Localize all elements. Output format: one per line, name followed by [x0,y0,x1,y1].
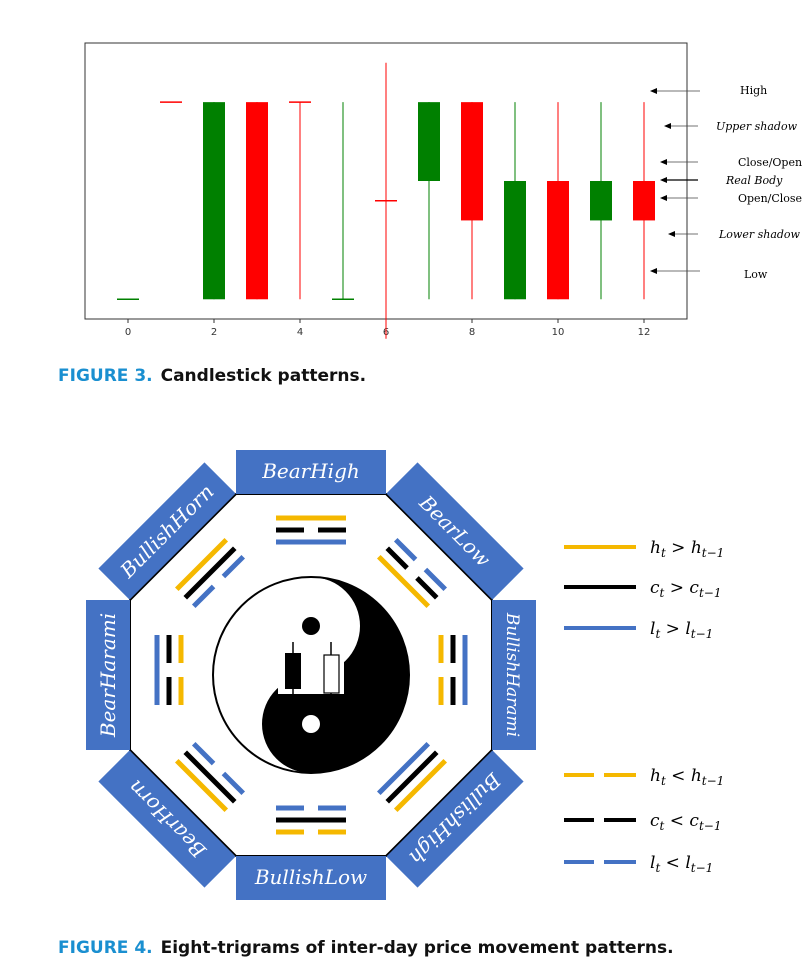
trigram-bar [183,546,237,600]
candle [375,62,397,339]
candle [332,102,354,301]
trigram-top-left [174,537,246,609]
svg-text:ct < ct−1: ct < ct−1 [650,811,721,833]
svg-text:Real Body: Real Body [725,174,783,187]
candle [504,102,526,300]
legend-item: ht > ht−1 [564,538,724,560]
x-tick-label: 10 [552,327,565,338]
trigram-bar [191,584,216,609]
trigram-bar [385,546,409,570]
x-tick-label: 8 [469,327,475,338]
trigram-bar [183,750,237,804]
trigram-bar [385,750,439,804]
annotation-upper-shadow: Upper shadow [664,120,798,133]
center-candle-white [323,642,340,700]
svg-text:High: High [740,84,767,97]
yin-yang-icon [212,576,410,774]
trigram-bottom-left [174,741,246,813]
svg-text:BearHarami: BearHarami [96,613,120,738]
trigrams [154,515,468,835]
annotation-low: Low [650,268,768,281]
figure3-caption-text: Candlestick patterns. [160,366,367,386]
trigram-bar [221,771,246,796]
trigram-right [438,635,468,705]
legend-item: lt < lt−1 [564,853,713,875]
trigram-bar [393,537,418,562]
trigram-bar [221,554,246,579]
svg-text:Lower shadow: Lower shadow [718,228,801,241]
annotations: High Upper shadow Close/Open Real Body O… [650,84,802,281]
trigram-bar [174,537,229,592]
legend-item: ht < ht−1 [564,766,724,788]
trigram-bar [393,758,448,813]
trigram-bar [415,576,439,600]
candle-body [504,181,526,300]
svg-text:BearHigh: BearHigh [261,459,360,483]
trigram-bar [423,567,448,592]
x-tick-label: 2 [211,327,217,338]
panel-right: BullishHarami [492,600,536,750]
candle [246,102,268,300]
figure4-caption-text: Eight-trigrams of inter-day price moveme… [160,938,674,958]
candle [203,102,225,300]
figure3-label: FIGURE 3. [58,366,153,386]
svg-text:ht > ht−1: ht > ht−1 [650,538,724,560]
annotation-lower-shadow: Lower shadow [668,228,801,241]
candle-body [461,102,483,221]
annotation-real-body: Real Body [660,174,783,187]
svg-text:BullishHarami: BullishHarami [502,612,522,737]
trigram-bar [376,741,431,796]
trigram-left [154,635,184,705]
candles [117,62,655,339]
svg-text:Upper shadow: Upper shadow [716,120,798,133]
panel-bottom: BullishLow [236,856,386,900]
legend-item: ct > ct−1 [564,578,721,600]
trigram-bar [191,741,216,766]
svg-text:Open/Close: Open/Close [738,192,802,205]
svg-text:Low: Low [744,268,768,281]
svg-text:ct > ct−1: ct > ct−1 [650,578,721,600]
svg-text:ht < ht−1: ht < ht−1 [650,766,724,788]
candle [461,102,483,300]
annotation-high: High [650,84,767,97]
annotation-close-open: Close/Open [660,156,802,169]
figure4-caption: FIGURE 4. Eight-trigrams of inter-day pri… [58,938,674,958]
candle-body [633,181,655,221]
candle-body [418,102,440,181]
trigram-bottom [276,805,346,835]
panel-left: BearHarami [86,600,130,750]
center-candle-black [285,642,301,698]
candlestick-chart: 024681012 High Upper shadow Close/Open R… [84,42,802,339]
svg-text:BullishLow: BullishLow [254,865,367,889]
svg-text:lt < lt−1: lt < lt−1 [650,853,713,875]
x-tick-label: 12 [638,327,651,338]
trigram-bar [376,554,431,609]
panel-top: BearHigh [236,450,386,494]
trigram-bottom-right [376,741,448,813]
candle [547,102,569,300]
legend: ht > ht−1 ct > ct−1 lt > lt−1 ht < ht−1 … [564,538,724,875]
x-tick-label: 4 [297,327,303,338]
candle [418,102,440,300]
candle [590,102,612,300]
x-tick-label: 0 [125,327,131,338]
candle-body [547,181,569,300]
figure4-label: FIGURE 4. [58,938,153,958]
figure3-caption: FIGURE 3. Candlestick patterns. [58,366,366,386]
svg-text:Close/Open: Close/Open [738,156,802,169]
trigram-top [276,515,346,545]
candle-body [246,102,268,300]
legend-item: ct < ct−1 [564,811,721,833]
legend-item: lt > lt−1 [564,619,713,641]
candle-body [203,102,225,300]
candle [633,102,655,300]
trigram-bar [174,758,229,813]
trigram-top-right [376,537,448,609]
candle-body [590,181,612,221]
candle [289,101,311,300]
svg-text:lt > lt−1: lt > lt−1 [650,619,713,641]
annotation-open-close: Open/Close [660,192,802,205]
